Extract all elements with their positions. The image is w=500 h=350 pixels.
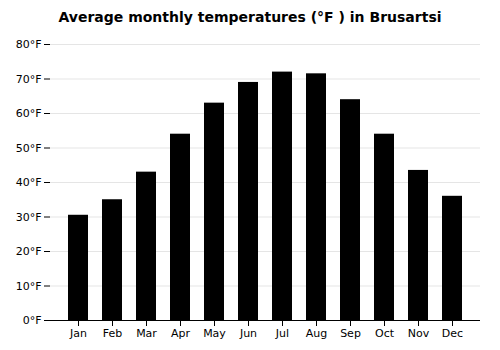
svg-text:30°F: 30°F bbox=[16, 211, 42, 224]
svg-text:May: May bbox=[203, 327, 226, 340]
svg-text:Apr: Apr bbox=[171, 327, 191, 340]
svg-text:Oct: Oct bbox=[375, 327, 395, 340]
svg-text:20°F: 20°F bbox=[16, 245, 42, 258]
svg-text:Dec: Dec bbox=[442, 327, 463, 340]
svg-text:70°F: 70°F bbox=[16, 73, 42, 86]
svg-text:40°F: 40°F bbox=[16, 176, 42, 189]
svg-text:Sep: Sep bbox=[340, 327, 361, 340]
svg-text:10°F: 10°F bbox=[16, 280, 42, 293]
svg-text:80°F: 80°F bbox=[16, 38, 42, 51]
svg-text:Mar: Mar bbox=[136, 327, 157, 340]
svg-text:Jul: Jul bbox=[275, 327, 289, 340]
svg-text:Aug: Aug bbox=[306, 327, 327, 340]
svg-text:0°F: 0°F bbox=[23, 314, 42, 327]
svg-text:Feb: Feb bbox=[103, 327, 122, 340]
svg-text:Jun: Jun bbox=[239, 327, 257, 340]
svg-text:50°F: 50°F bbox=[16, 142, 42, 155]
svg-text:60°F: 60°F bbox=[16, 107, 42, 120]
svg-text:Nov: Nov bbox=[408, 327, 430, 340]
html-text:Average monthly temperatures (: Average monthly temperatures (°F ) in Br… bbox=[58, 9, 442, 25]
svg-text:Jan: Jan bbox=[69, 327, 87, 340]
